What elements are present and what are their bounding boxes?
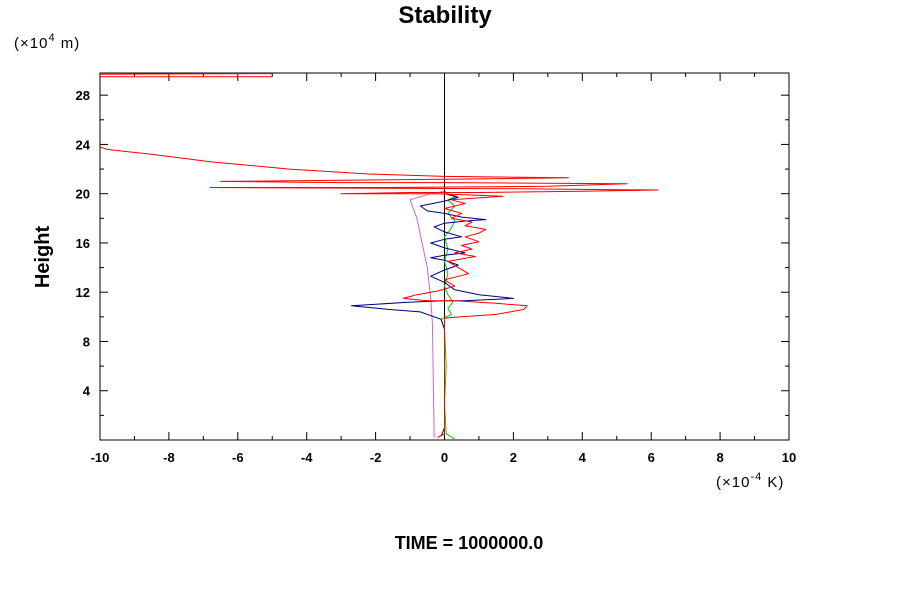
series-line-6 [99, 73, 273, 75]
x-tick-label: -2 [370, 450, 382, 465]
x-tick-label: -4 [301, 450, 313, 465]
x-tick-label: -8 [163, 450, 175, 465]
y-tick-label: 12 [76, 285, 90, 300]
y-unit-label: (×104 m) [14, 32, 80, 52]
y-tick-label: 24 [76, 137, 91, 152]
chart-title: Stability [398, 2, 492, 29]
series-line-3 [351, 191, 514, 437]
x-tick-label: 8 [716, 450, 723, 465]
y-axis-title: Height [32, 226, 54, 289]
x-tick-label: 0 [441, 450, 448, 465]
series-lines [99, 73, 659, 440]
time-label: TIME = 1000000.0 [395, 533, 544, 553]
y-tick-label: 16 [76, 236, 90, 251]
y-tick-label: 4 [83, 384, 91, 399]
series-line-1 [409, 190, 445, 438]
x-tick-label: 2 [510, 450, 517, 465]
x-unit-label: (×10-4 K) [716, 471, 784, 491]
y-tick-label: 20 [76, 187, 90, 202]
series-line-4 [99, 146, 659, 438]
series-line-2 [440, 190, 458, 440]
x-tick-label: 6 [648, 450, 655, 465]
x-tick-label: 10 [782, 450, 796, 465]
y-tick-label: 8 [83, 334, 90, 349]
x-tick-label: -10 [91, 450, 110, 465]
x-tick-label: 4 [579, 450, 587, 465]
x-tick-label: -6 [232, 450, 244, 465]
y-tick-label: 28 [76, 88, 90, 103]
